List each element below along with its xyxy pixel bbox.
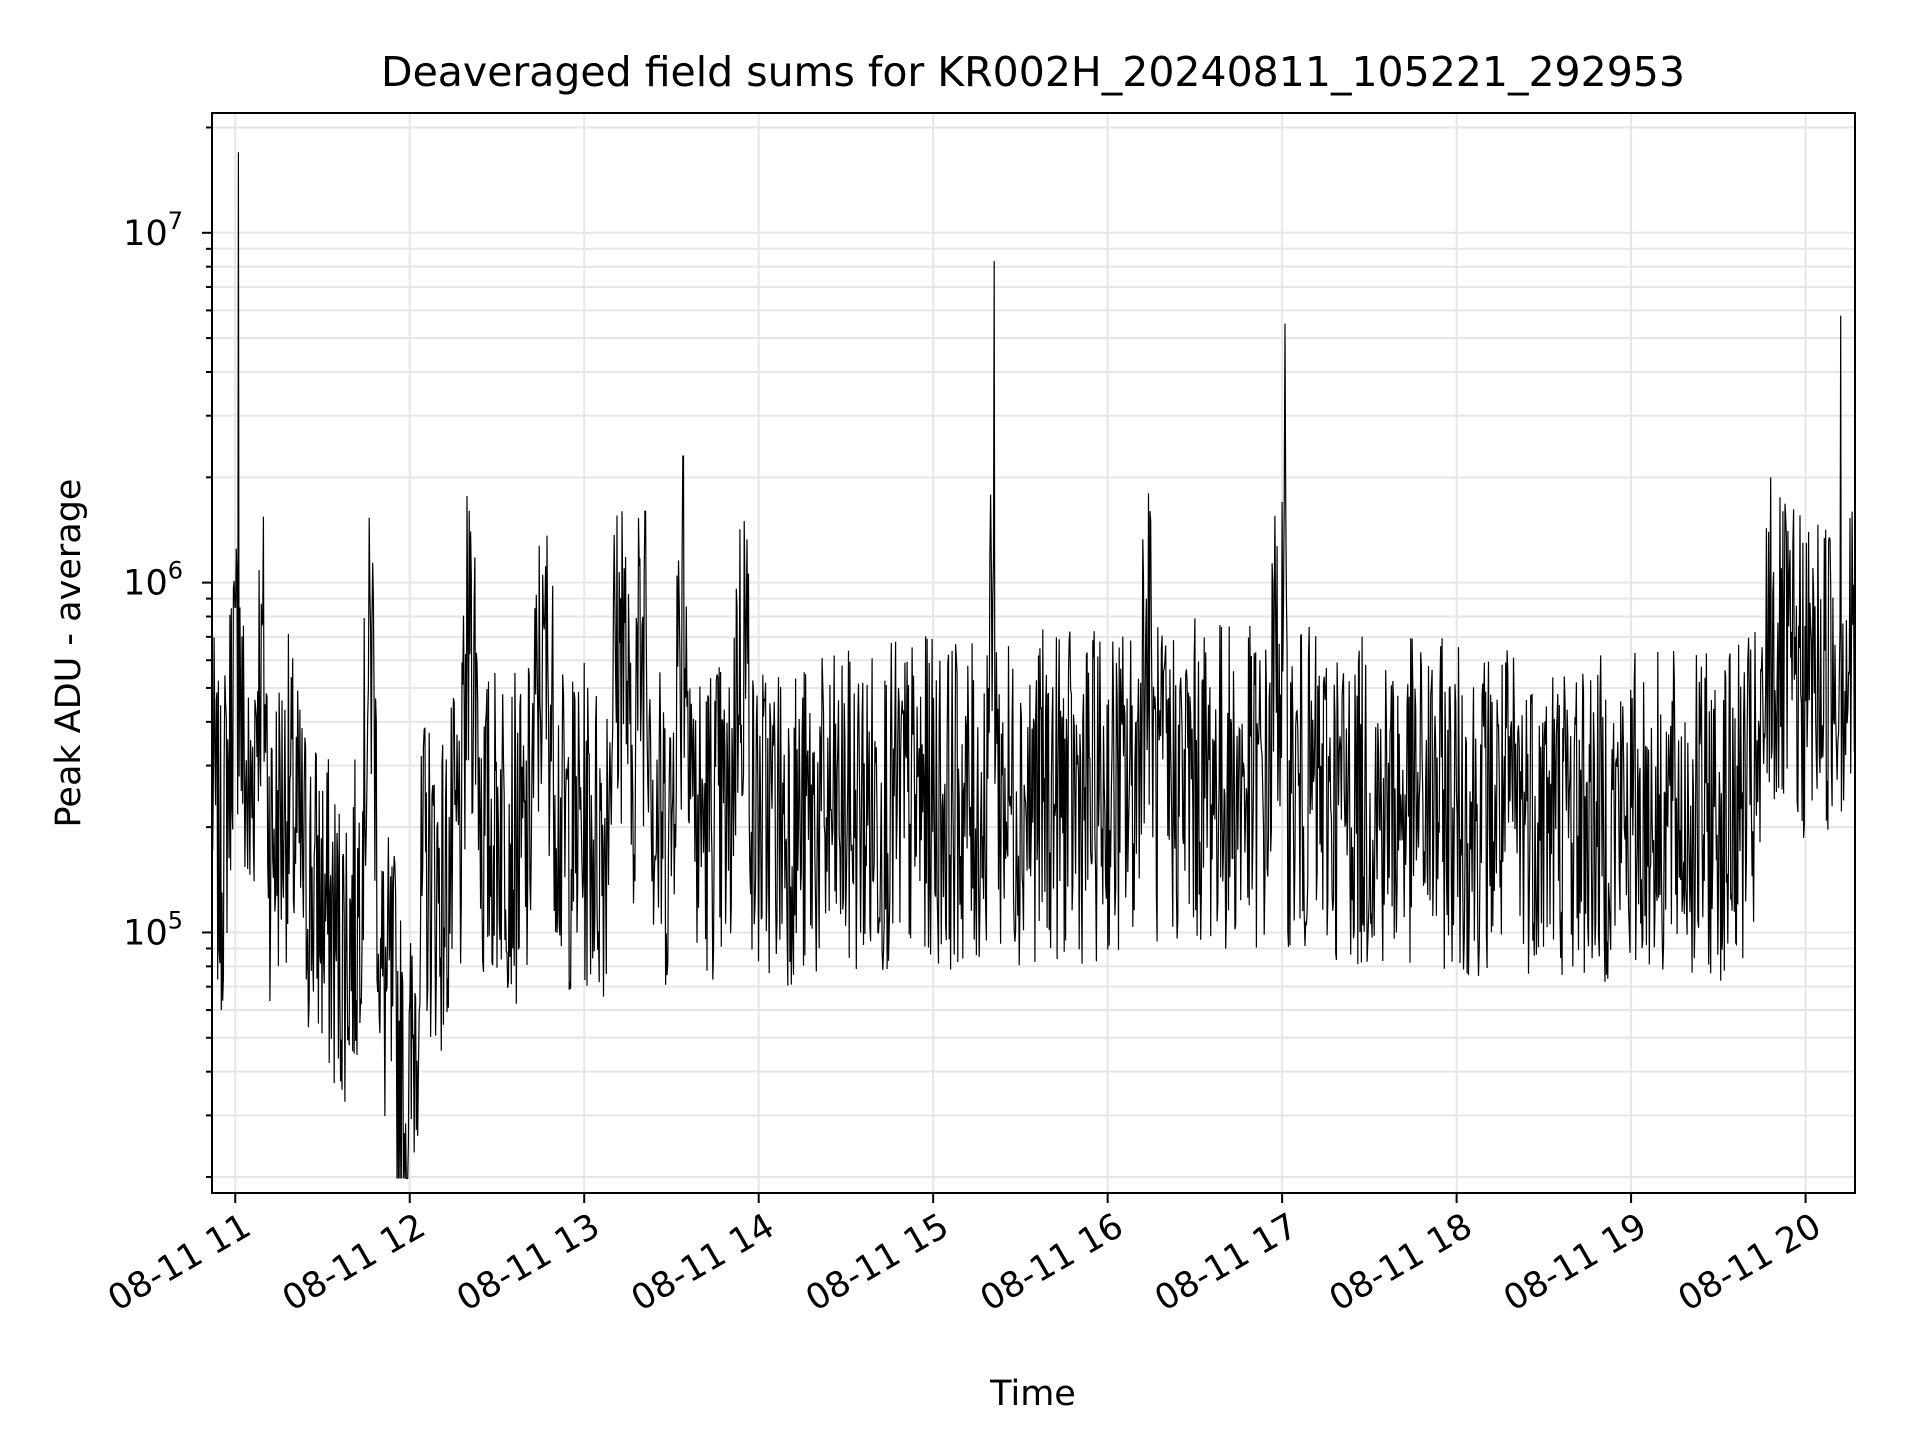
y-tick-label: 106 — [123, 557, 183, 604]
plot-area — [211, 152, 1856, 1180]
plot-frame — [211, 112, 1856, 1194]
series-line — [211, 152, 1856, 1180]
chart-title: Deaveraged field sums for KR002H_2024081… — [381, 48, 1685, 96]
y-tick-label: 107 — [123, 207, 183, 254]
y-tick-label: 105 — [123, 906, 183, 953]
x-axis-label: Time — [989, 1374, 1076, 1414]
y-axis-label: Peak ADU - average — [49, 479, 89, 828]
